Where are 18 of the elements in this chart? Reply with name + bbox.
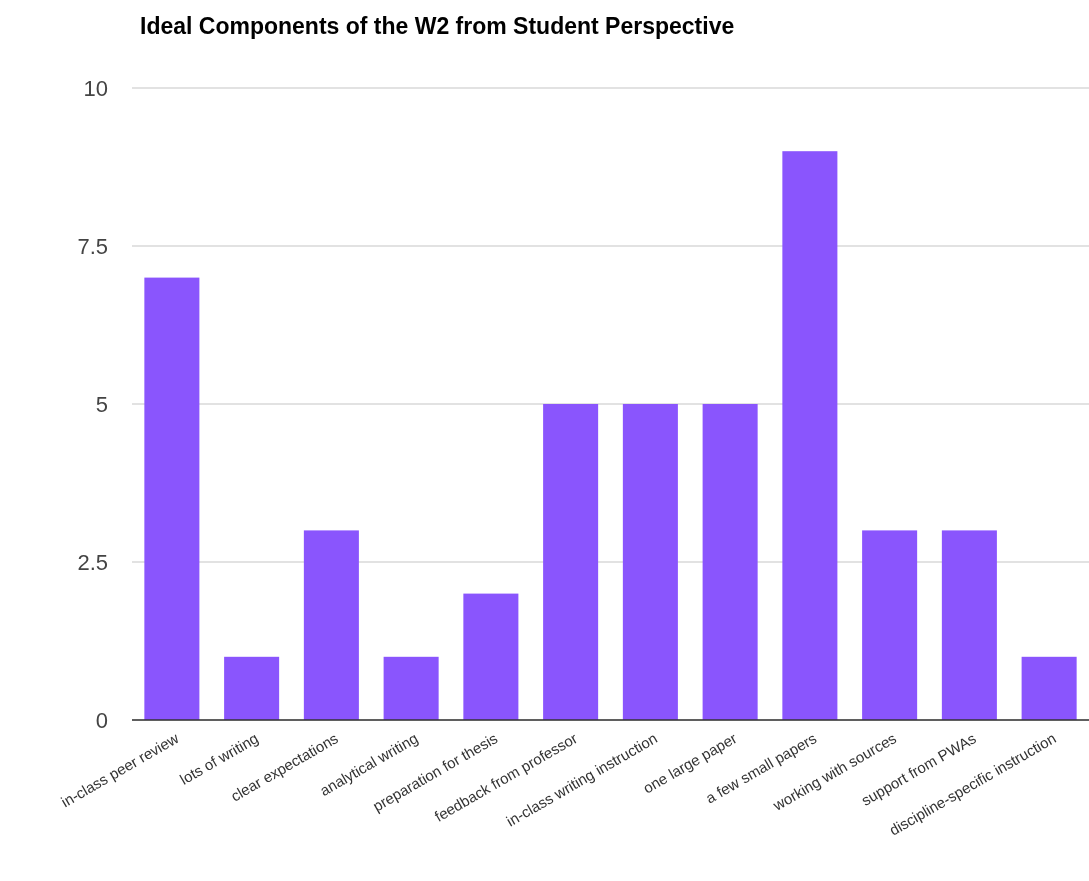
y-tick-label: 0 xyxy=(95,707,108,733)
y-tick-label: 7.5 xyxy=(77,233,108,259)
bar xyxy=(303,530,359,720)
bar xyxy=(383,656,439,720)
bar xyxy=(463,593,519,720)
bar xyxy=(941,530,997,720)
bar xyxy=(144,277,200,720)
bar xyxy=(224,656,280,720)
bar xyxy=(862,530,918,720)
bar xyxy=(702,404,758,720)
bar xyxy=(782,151,838,720)
bar xyxy=(1021,656,1077,720)
y-tick-label: 10 xyxy=(83,75,108,101)
y-tick-label: 5 xyxy=(95,391,108,417)
y-tick-label: 2.5 xyxy=(77,549,108,575)
bar xyxy=(622,404,678,720)
bar xyxy=(543,404,599,720)
chart-title: Ideal Components of the W2 from Student Perspective xyxy=(140,13,735,39)
